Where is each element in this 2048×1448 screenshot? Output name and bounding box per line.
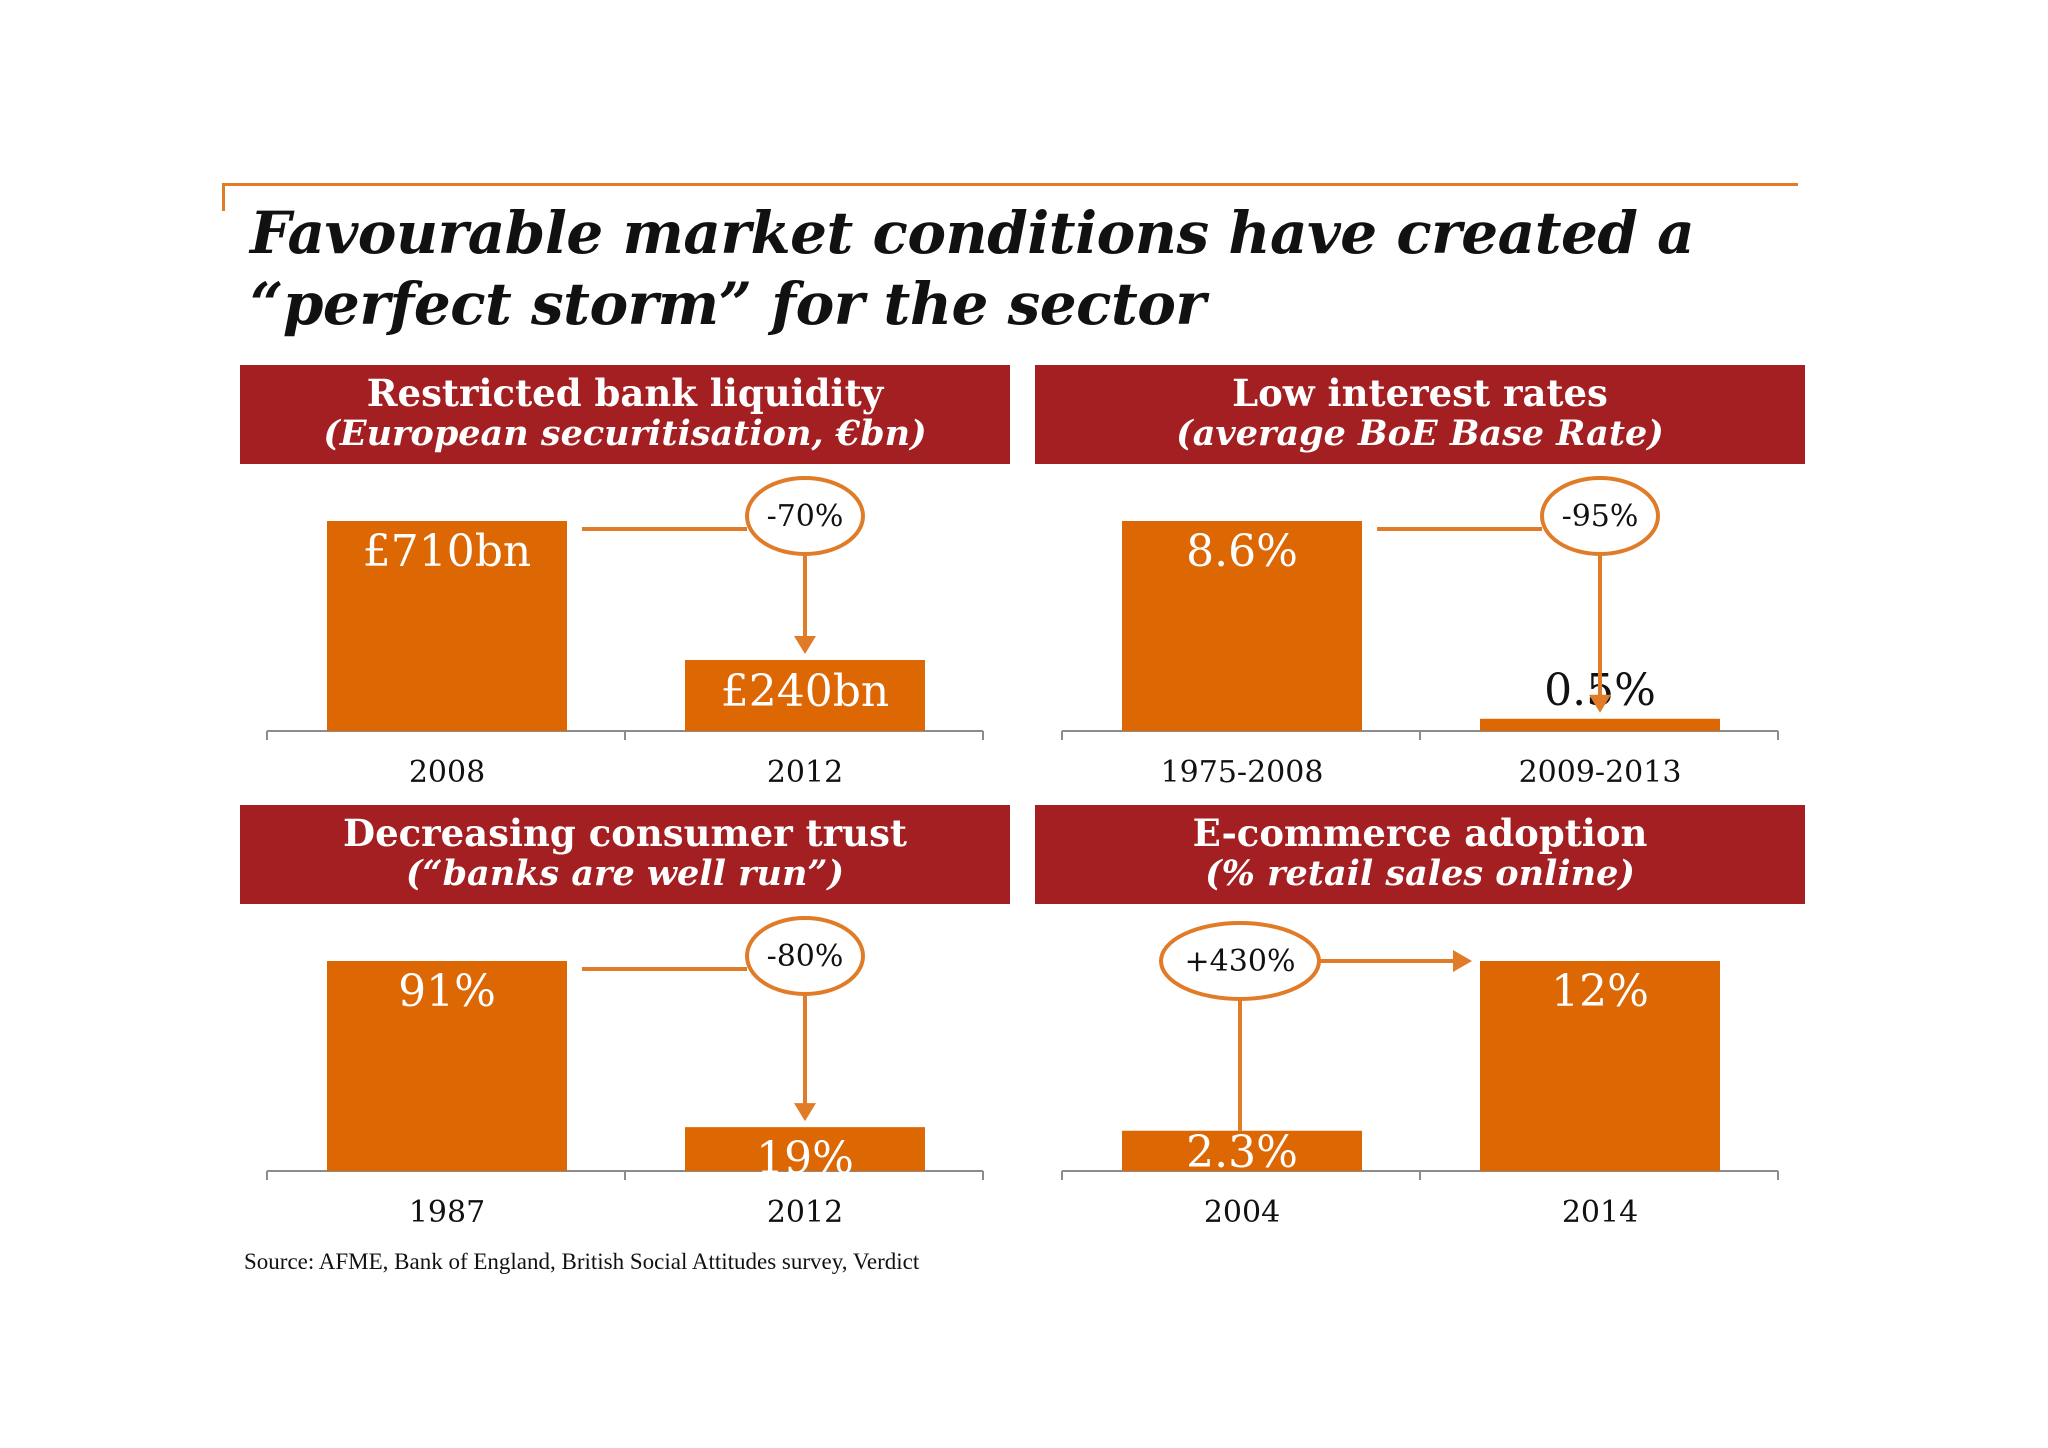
change-label: -80% [767, 939, 844, 974]
bar-value-label: 2.3% [1186, 1127, 1298, 1178]
bar [1122, 1130, 1362, 1171]
panel-header: Low interest rates (average BoE Base Rat… [1035, 365, 1805, 464]
panel-header: Restricted bank liquidity (European secu… [240, 365, 1010, 464]
slide-title: Favourable market conditions have create… [250, 198, 1810, 340]
change-ellipse [745, 476, 865, 556]
arrow-head [1453, 950, 1472, 972]
x-tick-label: 1987 [409, 1195, 485, 1230]
panel-subtitle: (European securitisation, €bn) [323, 413, 927, 454]
change-label: -95% [1562, 499, 1639, 534]
change-ellipse [1540, 476, 1660, 556]
slide-title-line-2: “perfect storm” for the sector [250, 270, 1206, 338]
bar-value-label: 91% [398, 966, 496, 1017]
bar [327, 961, 567, 1171]
bar-value-label: 8.6% [1186, 526, 1298, 577]
bar [1480, 961, 1720, 1171]
x-tick-label: 2004 [1204, 1195, 1280, 1230]
source-note: Source: AFME, Bank of England, British S… [244, 1249, 920, 1274]
x-tick-label: 2009-2013 [1519, 755, 1682, 790]
bar [685, 660, 925, 731]
bar [327, 521, 567, 731]
change-label: +430% [1185, 944, 1296, 979]
panel-subtitle: (% retail sales online) [1205, 853, 1635, 894]
panel-title: Restricted bank liquidity [366, 371, 884, 415]
bar-value-label: £710bn [363, 526, 531, 577]
panel-title: E-commerce adoption [1192, 811, 1648, 855]
panel-subtitle: (“banks are well run”) [405, 853, 845, 894]
panel-header: Decreasing consumer trust (“banks are we… [240, 805, 1010, 904]
chart-ecommerce-adoption: 2.3% 12% 2004 2014 +430% [1061, 921, 1779, 1230]
arrow-head [794, 636, 816, 655]
change-label: -70% [767, 499, 844, 534]
title-rule [222, 183, 1798, 186]
bar [685, 1127, 925, 1171]
panel-bank-liquidity: Restricted bank liquidity (European secu… [240, 365, 1010, 875]
x-tick-label: 2012 [767, 1195, 843, 1230]
panel-header: E-commerce adoption (% retail sales onli… [1035, 805, 1805, 904]
bar [1480, 718, 1720, 731]
panel-title: Decreasing consumer trust [342, 811, 907, 855]
panel-title: Low interest rates [1232, 371, 1608, 415]
change-ellipse [745, 916, 865, 996]
arrow-head [794, 1103, 816, 1122]
panel-consumer-trust: Decreasing consumer trust (“banks are we… [240, 805, 1010, 1315]
panel-ecommerce-adoption: E-commerce adoption (% retail sales onli… [1035, 805, 1805, 1315]
bar-value-label: 12% [1551, 966, 1649, 1017]
x-tick-label: 1975-2008 [1161, 755, 1324, 790]
title-rule-tick [222, 183, 225, 211]
chart-consumer-trust: 91% 19% 1987 2012 -80% [266, 916, 984, 1230]
x-tick-label: 2014 [1562, 1195, 1638, 1230]
x-tick-label: 2008 [409, 755, 485, 790]
chart-bank-liquidity: £710bn £240bn 2008 2012 -70% [266, 476, 984, 790]
change-ellipse [1159, 921, 1321, 1001]
chart-interest-rates: 8.6%0.5%1975-2008 2009-2013-95% [1061, 476, 1779, 790]
slide-title-line-1: Favourable market conditions have create… [250, 199, 1695, 267]
bar-value-label: £240bn [721, 666, 889, 717]
panel-subtitle: (average BoE Base Rate) [1176, 413, 1664, 454]
bar-value-label: 19% [756, 1133, 854, 1184]
arrow-head [1589, 694, 1611, 713]
bar [1122, 521, 1362, 731]
panel-interest-rates: Low interest rates (average BoE Base Rat… [1035, 365, 1805, 875]
x-tick-label: 2012 [767, 755, 843, 790]
